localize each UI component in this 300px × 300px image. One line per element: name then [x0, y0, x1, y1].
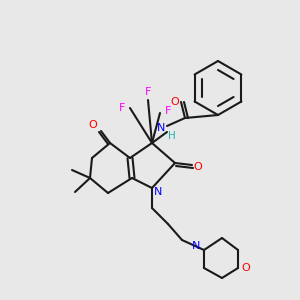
Text: H: H — [168, 131, 176, 141]
Text: N: N — [192, 241, 200, 251]
Text: N: N — [157, 123, 165, 133]
Text: O: O — [171, 97, 179, 107]
Text: F: F — [145, 87, 151, 97]
Text: O: O — [242, 263, 250, 273]
Text: N: N — [154, 187, 162, 197]
Text: O: O — [88, 120, 98, 130]
Text: F: F — [165, 106, 171, 116]
Text: O: O — [194, 162, 202, 172]
Text: F: F — [119, 103, 125, 113]
